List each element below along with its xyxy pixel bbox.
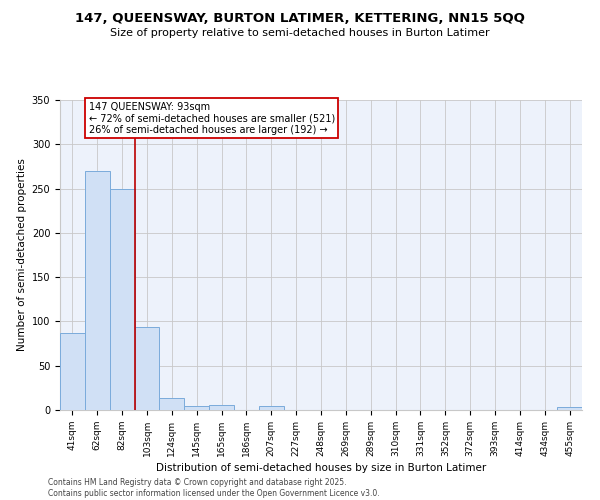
Bar bbox=[209, 404, 234, 410]
Text: 147, QUEENSWAY, BURTON LATIMER, KETTERING, NN15 5QQ: 147, QUEENSWAY, BURTON LATIMER, KETTERIN… bbox=[75, 12, 525, 26]
Y-axis label: Number of semi-detached properties: Number of semi-detached properties bbox=[17, 158, 28, 352]
Bar bbox=[184, 406, 209, 410]
Bar bbox=[110, 188, 134, 410]
Bar bbox=[85, 171, 110, 410]
Bar bbox=[557, 408, 582, 410]
Bar bbox=[60, 333, 85, 410]
Text: Contains HM Land Registry data © Crown copyright and database right 2025.
Contai: Contains HM Land Registry data © Crown c… bbox=[48, 478, 380, 498]
Bar bbox=[160, 398, 184, 410]
X-axis label: Distribution of semi-detached houses by size in Burton Latimer: Distribution of semi-detached houses by … bbox=[156, 463, 486, 473]
Text: 147 QUEENSWAY: 93sqm
← 72% of semi-detached houses are smaller (521)
26% of semi: 147 QUEENSWAY: 93sqm ← 72% of semi-detac… bbox=[89, 102, 335, 135]
Text: Size of property relative to semi-detached houses in Burton Latimer: Size of property relative to semi-detach… bbox=[110, 28, 490, 38]
Bar bbox=[134, 326, 160, 410]
Bar bbox=[259, 406, 284, 410]
